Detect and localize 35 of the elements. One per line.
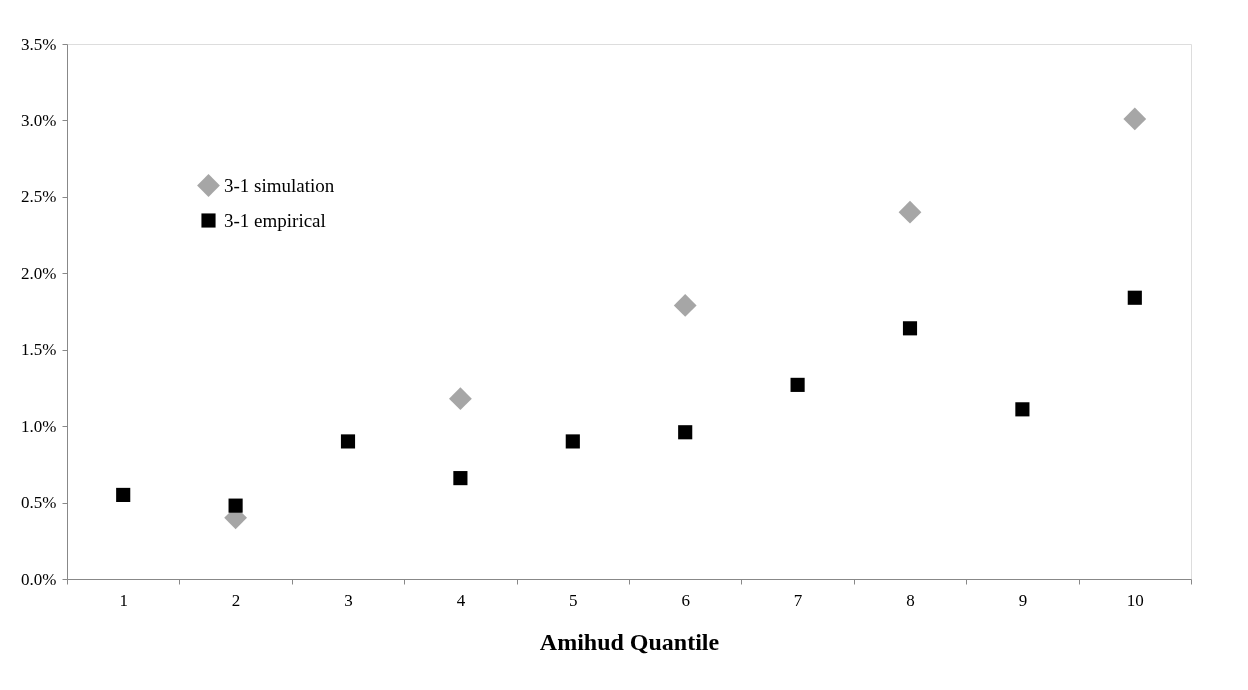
point — [902, 321, 918, 336]
x-tick-label: 4 — [456, 590, 466, 610]
x-tick-label: 3 — [344, 590, 353, 610]
y-tick-label: 3.5% — [21, 34, 57, 54]
y-tick-label: 2.0% — [21, 263, 57, 283]
point — [228, 498, 243, 513]
x-tick-label: 7 — [793, 590, 803, 610]
x-tick-label: 6 — [681, 590, 690, 610]
point — [678, 425, 693, 440]
x-tick-label: 1 — [119, 590, 128, 610]
point — [116, 487, 131, 502]
x-tick-label: 8 — [906, 590, 915, 610]
x-tick-label: 2 — [231, 590, 241, 610]
point — [673, 293, 697, 317]
point — [453, 471, 468, 486]
y-tick-label: 1.5% — [21, 340, 57, 360]
x-tick-label: 9 — [1018, 590, 1028, 610]
point — [1127, 290, 1142, 305]
x-tick-label: 10 — [1126, 590, 1144, 610]
point — [898, 200, 922, 224]
point — [565, 434, 580, 449]
y-tick-label: 0.5% — [21, 493, 57, 513]
x-tick-label: 5 — [569, 590, 578, 610]
point — [1123, 107, 1147, 131]
x-axis-title: Amihud Quantile — [539, 628, 720, 655]
y-tick-label: 3.0% — [21, 110, 57, 130]
y-tick-label: 2.5% — [21, 187, 57, 207]
y-tick-label: 0.0% — [21, 569, 57, 589]
point — [1015, 402, 1030, 417]
point — [790, 377, 805, 392]
legend-label: 3-1 empirical — [224, 209, 326, 231]
point — [449, 387, 472, 411]
legend-label: 3-1 simulation — [224, 174, 335, 196]
y-tick-label: 1.0% — [21, 416, 57, 436]
point — [340, 434, 356, 449]
